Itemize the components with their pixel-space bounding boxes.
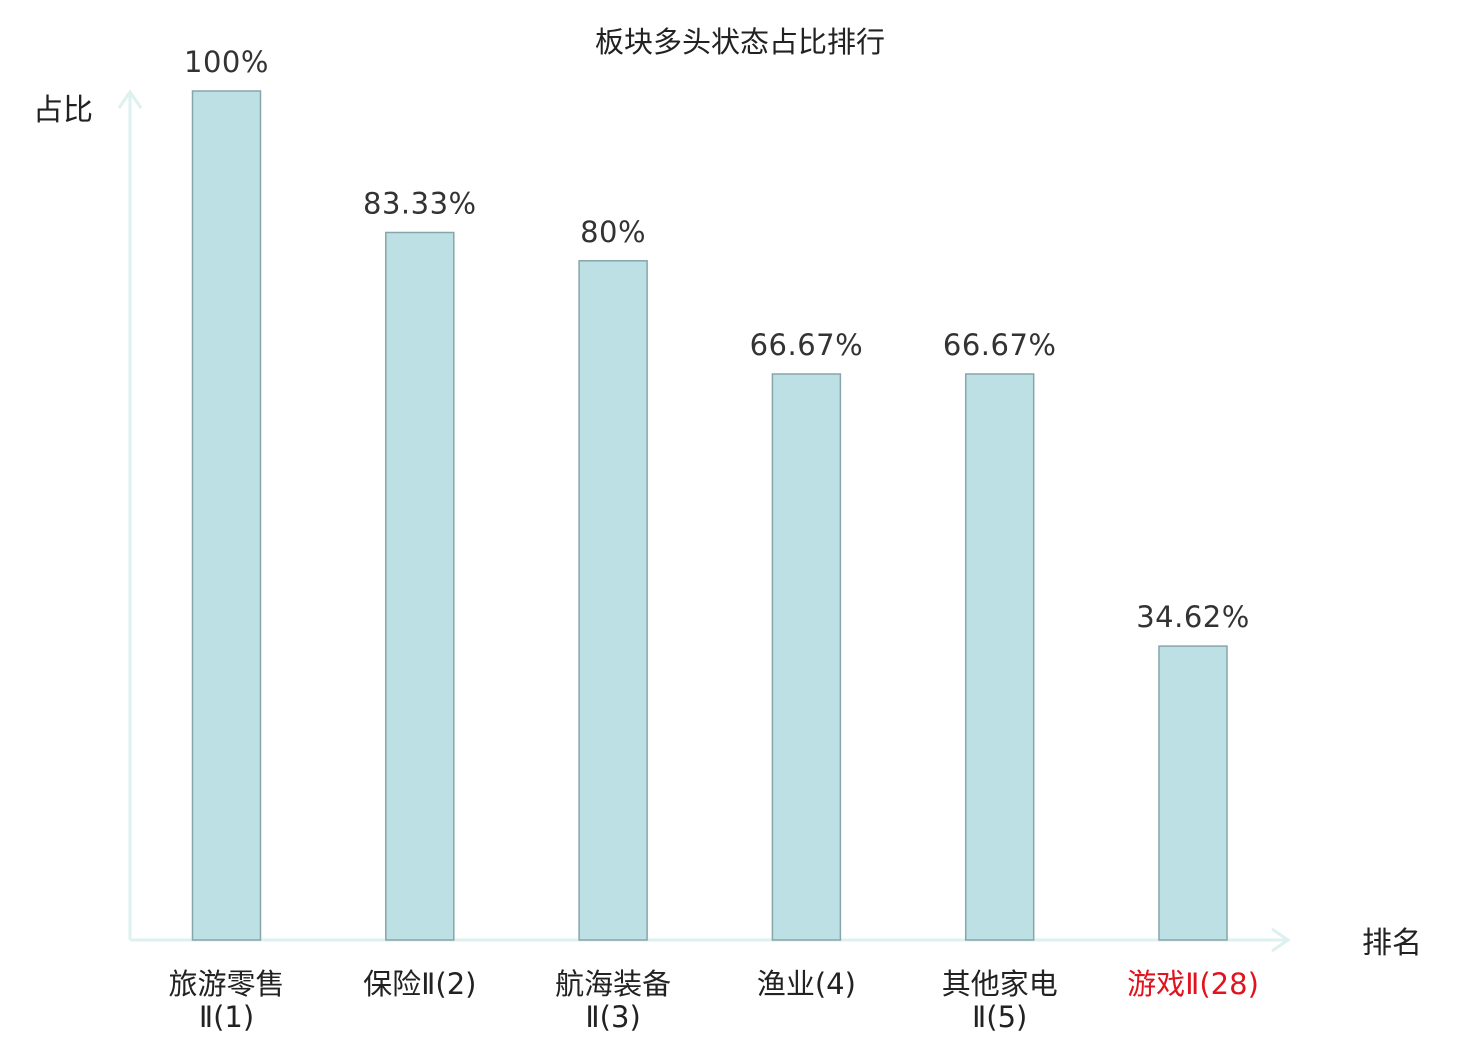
value-label-6: 34.62% [1136, 600, 1250, 634]
bars-group [191, 90, 1228, 941]
bar-3 [578, 260, 648, 941]
y-axis [117, 89, 143, 940]
category-label-6: 游戏Ⅱ(28) [1127, 967, 1259, 1001]
value-label-2: 83.33% [363, 187, 477, 221]
bar-5 [964, 373, 1035, 941]
x-axis-label: 排名 [1362, 926, 1422, 961]
category-label-1-line-2: Ⅱ(1) [199, 1000, 254, 1034]
bar-2 [385, 231, 455, 941]
category-label-5-line-1: 其他家电 [942, 967, 1058, 1001]
bar-6 [1158, 645, 1228, 941]
value-label-5: 66.67% [943, 328, 1057, 362]
value-label-1: 100% [184, 45, 269, 79]
y-axis-arrow [117, 89, 143, 109]
category-label-4: 渔业(4) [757, 967, 856, 1001]
value-label-4: 66.67% [750, 328, 864, 362]
bar-4 [771, 373, 842, 941]
category-label-3-line-2: Ⅱ(3) [585, 1000, 640, 1034]
category-label-1-line-1: 旅游零售 [168, 967, 284, 1001]
y-axis-label: 占比 [33, 93, 93, 128]
bar-1 [191, 90, 262, 941]
category-label-3-line-1: 航海装备 [555, 967, 671, 1001]
category-label-5-line-2: Ⅱ(5) [972, 1000, 1027, 1034]
x-axis [130, 927, 1291, 953]
value-labels-group: 100% 83.33% 80% 66.67% 66.67% 34.62% [184, 45, 1250, 634]
category-label-2: 保险Ⅱ(2) [363, 967, 476, 1001]
x-axis-arrow [1271, 927, 1291, 953]
chart-title: 板块多头状态占比排行 [595, 25, 885, 59]
value-label-3: 80% [580, 215, 646, 249]
